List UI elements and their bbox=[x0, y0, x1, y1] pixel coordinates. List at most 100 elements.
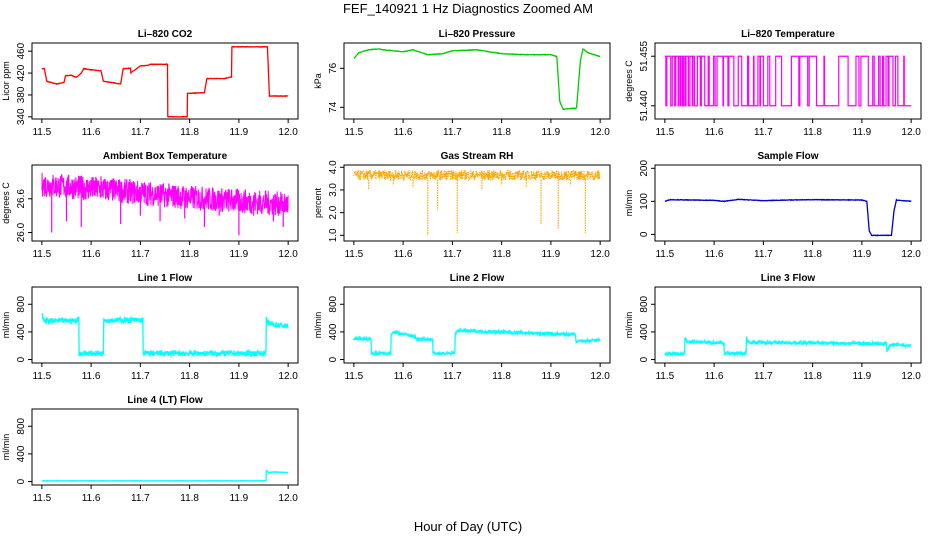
chart-panel: Sample Flow 11.5 11.6 11.7 11.8 11.9 12.0 0 100 2… bbox=[624, 151, 922, 260]
y-tick-label: 4.0 bbox=[328, 160, 339, 174]
x-tick-label: 11.9 bbox=[853, 127, 872, 138]
y-tick-label: 0 bbox=[639, 231, 650, 237]
plot-frame bbox=[31, 286, 299, 364]
x-tick-label: 11.7 bbox=[443, 371, 462, 382]
series-line bbox=[41, 469, 289, 483]
x-tick-label: 11.5 bbox=[32, 249, 51, 260]
chart-panel: Line 4 (LT) Flow 11.5 11.6 11.7 11.8 11.9 12.0… bbox=[1, 395, 299, 504]
x-tick-label: 12.0 bbox=[901, 371, 921, 382]
series-line bbox=[353, 47, 601, 111]
x-tick-label: 11.7 bbox=[754, 127, 773, 138]
plot-frame bbox=[654, 286, 922, 364]
panel-title: Li–820 Temperature bbox=[741, 29, 835, 40]
x-tick-label: 11.8 bbox=[492, 127, 511, 138]
plot-frame bbox=[343, 286, 611, 364]
x-tick-label: 11.8 bbox=[180, 493, 199, 504]
y-tick-label: 460 bbox=[16, 42, 27, 59]
chart-panel: Line 2 Flow 11.5 11.6 11.7 11.8 11.9 12.0 0 400 8… bbox=[313, 273, 611, 382]
y-tick-label: 51.455 bbox=[639, 40, 650, 71]
chart-panel: Ambient Box Temperature 11.5 11.6 11.7 11.8 1… bbox=[1, 151, 299, 260]
x-tick-label: 12.0 bbox=[590, 127, 610, 138]
x-tick-label: 11.8 bbox=[803, 249, 822, 260]
panel-title: Gas Stream RH bbox=[441, 151, 514, 162]
x-tick-label: 11.5 bbox=[344, 127, 363, 138]
y-tick-label: 380 bbox=[16, 86, 27, 103]
x-tick-label: 11.6 bbox=[394, 127, 413, 138]
plot-frame bbox=[343, 164, 611, 242]
panel-title: Ambient Box Temperature bbox=[103, 151, 228, 162]
x-tick-label: 11.5 bbox=[344, 371, 363, 382]
x-tick-label: 11.5 bbox=[655, 249, 674, 260]
plot-frame bbox=[343, 42, 611, 120]
y-tick-label: 74 bbox=[328, 101, 339, 113]
y-tick-label: 0 bbox=[639, 356, 650, 362]
y-tick-label: 400 bbox=[328, 323, 339, 340]
plot-frame bbox=[654, 164, 922, 242]
panel-title: Line 3 Flow bbox=[761, 273, 816, 284]
panel-title: Li–820 CO2 bbox=[138, 29, 193, 40]
y-tick-label: 800 bbox=[328, 295, 339, 312]
series-line bbox=[41, 45, 289, 118]
y-tick-label: 26.0 bbox=[16, 222, 27, 242]
x-tick-label: 11.7 bbox=[131, 493, 150, 504]
series-line bbox=[353, 326, 601, 357]
plot-frame bbox=[31, 42, 299, 120]
x-tick-label: 11.8 bbox=[180, 249, 199, 260]
y-tick-label: 76 bbox=[328, 62, 339, 74]
y-tick-label: 340 bbox=[16, 108, 27, 125]
panel-title: Li–820 Pressure bbox=[439, 29, 516, 40]
panel-title: Line 4 (LT) Flow bbox=[127, 395, 203, 406]
x-tick-label: 12.0 bbox=[278, 371, 298, 382]
figure-title: FEF_140921 1 Hz Diagnostics Zoomed AM bbox=[343, 1, 593, 16]
x-tick-label: 11.5 bbox=[32, 127, 51, 138]
x-tick-label: 11.7 bbox=[131, 127, 150, 138]
y-tick-label: 200 bbox=[639, 160, 650, 177]
chart-panel: Li–820 Temperature 11.5 11.6 11.7 11.8 11.9 12… bbox=[624, 29, 922, 138]
y-axis-label: ml/min bbox=[1, 434, 11, 461]
y-axis-label: degrees C bbox=[624, 60, 634, 102]
x-tick-label: 11.7 bbox=[131, 371, 150, 382]
x-tick-label: 12.0 bbox=[590, 371, 610, 382]
y-axis-label: ml/min bbox=[313, 312, 323, 339]
chart-panel: Li–820 CO2 11.5 11.6 11.7 11.8 11.9 12.0 340 380… bbox=[1, 29, 299, 138]
x-tick-label: 11.5 bbox=[655, 127, 674, 138]
x-tick-label: 11.6 bbox=[705, 127, 724, 138]
x-tick-label: 11.9 bbox=[853, 249, 872, 260]
x-tick-label: 12.0 bbox=[278, 493, 298, 504]
chart-panel: Gas Stream RH 11.5 11.6 11.7 11.8 11.9 12.0 1.0… bbox=[313, 151, 611, 260]
y-tick-label: 0 bbox=[328, 356, 339, 362]
chart-panel: Line 3 Flow 11.5 11.6 11.7 11.8 11.9 12.0 0 400 8… bbox=[624, 273, 922, 382]
x-tick-label: 11.6 bbox=[394, 371, 413, 382]
x-tick-label: 11.5 bbox=[32, 493, 51, 504]
x-tick-label: 11.8 bbox=[180, 127, 199, 138]
y-tick-label: 26.6 bbox=[16, 189, 27, 209]
x-tick-label: 11.6 bbox=[82, 371, 101, 382]
y-tick-label: 400 bbox=[16, 445, 27, 462]
y-axis-label: ml/min bbox=[624, 312, 634, 339]
y-tick-label: 400 bbox=[16, 323, 27, 340]
x-tick-label: 11.8 bbox=[803, 127, 822, 138]
x-tick-label: 12.0 bbox=[278, 249, 298, 260]
y-tick-label: 0 bbox=[16, 478, 27, 484]
x-tick-label: 11.7 bbox=[131, 249, 150, 260]
x-tick-label: 11.6 bbox=[82, 493, 101, 504]
chart-panel: Line 1 Flow 11.5 11.6 11.7 11.8 11.9 12.0 0 400 8… bbox=[1, 273, 299, 382]
y-tick-label: 800 bbox=[16, 295, 27, 312]
series-line bbox=[41, 312, 289, 359]
x-tick-label: 11.7 bbox=[754, 371, 773, 382]
x-tick-label: 11.8 bbox=[492, 371, 511, 382]
y-tick-label: 800 bbox=[639, 295, 650, 312]
x-tick-label: 11.9 bbox=[230, 493, 249, 504]
x-tick-label: 11.9 bbox=[542, 127, 561, 138]
panel-title: Line 2 Flow bbox=[450, 273, 505, 284]
x-tick-label: 11.7 bbox=[443, 249, 462, 260]
x-tick-label: 11.9 bbox=[542, 371, 561, 382]
series-line bbox=[353, 168, 601, 182]
series-line bbox=[664, 336, 912, 358]
y-tick-label: 1.0 bbox=[328, 228, 339, 242]
series-line bbox=[41, 172, 289, 216]
y-tick-label: 0 bbox=[16, 356, 27, 362]
x-tick-label: 11.6 bbox=[82, 249, 101, 260]
plot-frame bbox=[654, 42, 922, 120]
